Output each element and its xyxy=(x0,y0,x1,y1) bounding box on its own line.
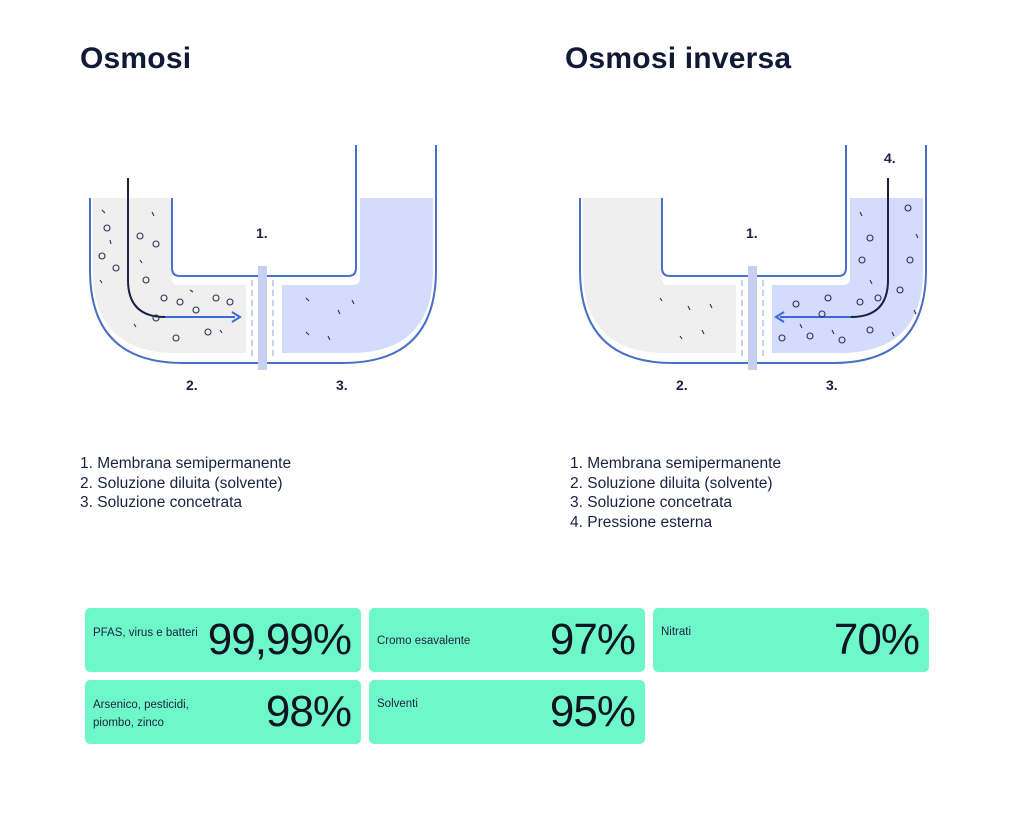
removal-label: PFAS, virus e batteri xyxy=(93,627,198,639)
concentrated-solution-fill xyxy=(282,198,433,353)
removal-value: 97% xyxy=(549,615,636,664)
legend-item: 4. Pressione esterna xyxy=(570,513,713,531)
arrow-head xyxy=(231,311,242,323)
osmosis-diagram: 1. 2. 3. xyxy=(89,145,437,393)
solvent-specks xyxy=(659,211,919,340)
reverse-osmosis-diagram: 1. 2. 3. 4. xyxy=(579,145,927,393)
label-membrane: 1. xyxy=(256,225,268,241)
removal-card-nitrati: Nitrati 70% xyxy=(653,608,929,672)
legend-item: 1. Membrana semipermanente xyxy=(80,455,292,472)
flow-arrow xyxy=(127,178,235,318)
label-membrane: 1. xyxy=(746,225,758,241)
removal-card-cromo: Cromo esavalente 97% xyxy=(369,608,645,672)
removal-card-arsenico: Arsenico, pesticidi, piombo, zinco 98% xyxy=(85,680,361,744)
reverse-osmosis-title: Osmosi inversa xyxy=(565,42,792,75)
dilute-solution-fill xyxy=(93,198,246,353)
legend-item: 3. Soluzione concetrata xyxy=(80,494,242,512)
removal-value: 98% xyxy=(265,687,352,736)
membrane xyxy=(258,266,267,370)
osmosis-legend: 1. Membrana semipermanente 2. Soluzione … xyxy=(80,454,291,513)
removal-value: 99,99% xyxy=(207,615,352,664)
particles xyxy=(98,224,234,342)
legend-item: 1. Membrana semipermanente xyxy=(570,455,782,472)
u-tube-inner xyxy=(661,145,847,277)
membrane xyxy=(748,266,757,370)
reverse-osmosis-legend: 1. Membrana semipermanente 2. Soluzione … xyxy=(570,454,781,532)
removal-label: Arsenico, pesticidi, piombo, zinco xyxy=(93,699,189,729)
label-concentrated: 3. xyxy=(336,377,348,393)
legend-item: 3. Soluzione concetrata xyxy=(570,494,732,512)
dilute-solution-fill xyxy=(583,198,736,353)
removal-label: Cromo esavalente xyxy=(377,635,471,647)
osmosis-title: Osmosi xyxy=(80,42,192,75)
legend-item: 2. Soluzione diluita (solvente) xyxy=(570,474,773,492)
legend-item: 2. Soluzione diluita (solvente) xyxy=(80,474,283,492)
particles xyxy=(778,204,914,344)
arrow-head xyxy=(774,311,785,323)
label-pressure: 4. xyxy=(884,150,896,166)
label-concentrated: 3. xyxy=(826,377,838,393)
concentrated-solution-fill xyxy=(772,198,923,353)
removal-label: Solventi xyxy=(377,698,418,710)
removal-value: 95% xyxy=(549,687,636,736)
pressure-arrow xyxy=(780,178,889,318)
label-dilute: 2. xyxy=(676,377,688,393)
removal-label: Nitrati xyxy=(661,626,692,638)
removal-value: 70% xyxy=(833,615,920,664)
label-dilute: 2. xyxy=(186,377,198,393)
removal-card-pfas: PFAS, virus e batteri 99,99% xyxy=(85,608,361,672)
solvent-specks xyxy=(99,209,355,341)
u-tube-inner xyxy=(171,145,357,277)
removal-card-solventi: Solventi 95% xyxy=(369,680,645,744)
